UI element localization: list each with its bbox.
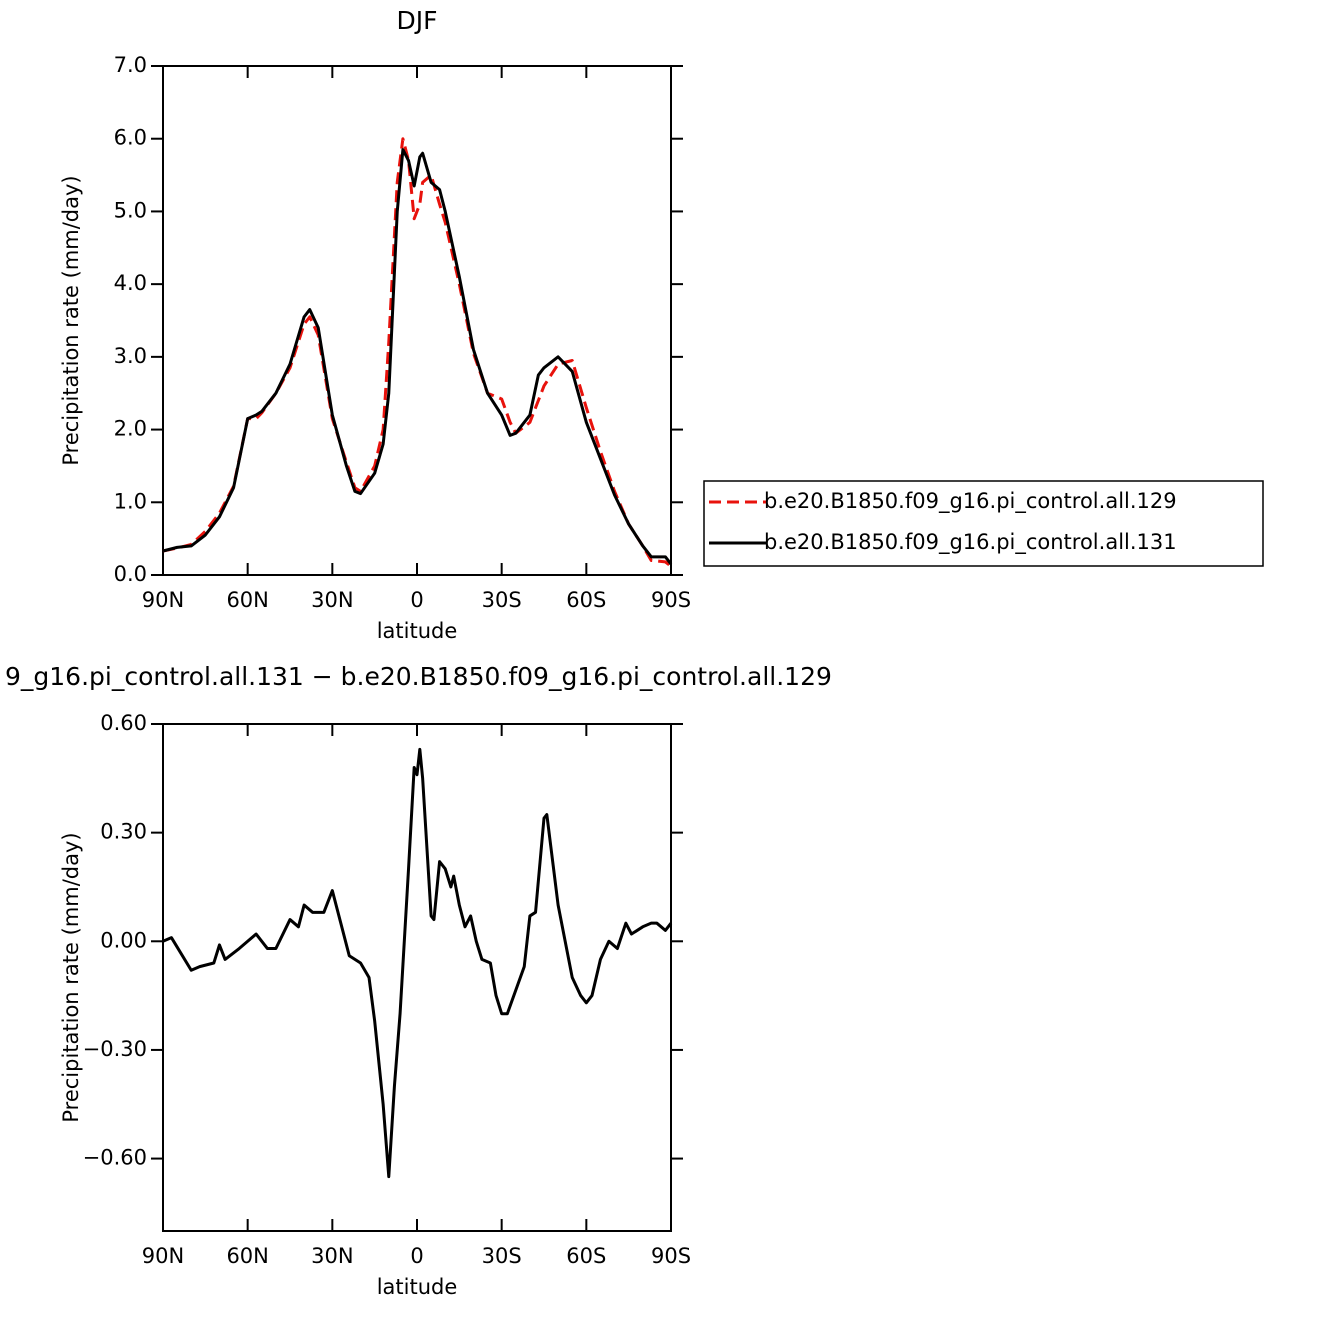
x-tick-label: 60S — [566, 588, 606, 612]
y-axis-label: Precipitation rate (mm/day) — [59, 832, 83, 1122]
x-axis-label: latitude — [377, 619, 458, 643]
y-tick-label: 3.0 — [114, 344, 147, 368]
x-tick-label: 30S — [482, 588, 522, 612]
y-tick-label: 0.30 — [100, 820, 147, 844]
x-tick-label: 60S — [566, 1244, 606, 1268]
data-line — [162, 137, 672, 568]
x-tick-label: 0 — [410, 588, 423, 612]
x-tick-label: 30N — [311, 1244, 353, 1268]
y-tick-label: 0.00 — [100, 928, 147, 952]
legend-label: b.e20.B1850.f09_g16.pi_control.all.129 — [764, 489, 1177, 514]
y-tick-label: 2.0 — [114, 417, 147, 441]
x-tick-label: 90N — [142, 1244, 184, 1268]
x-tick-label: 30S — [482, 1244, 522, 1268]
y-tick-label: 6.0 — [114, 126, 147, 150]
chart-title: 9_g16.pi_control.all.131 − b.e20.B1850.f… — [5, 662, 832, 691]
y-tick-label: 7.0 — [114, 53, 147, 77]
x-tick-label: 90S — [651, 588, 691, 612]
x-tick-label: 30N — [311, 588, 353, 612]
y-tick-label: 1.0 — [114, 489, 147, 513]
legend-label: b.e20.B1850.f09_g16.pi_control.all.131 — [764, 530, 1177, 555]
y-tick-label: −0.60 — [83, 1146, 147, 1170]
data-line — [162, 148, 673, 566]
x-tick-label: 60N — [226, 1244, 268, 1268]
chart-title: DJF — [396, 6, 437, 35]
y-tick-label: 0.60 — [100, 711, 147, 735]
data-line — [162, 747, 673, 1179]
x-axis-label: latitude — [377, 1275, 458, 1299]
y-axis-label: Precipitation rate (mm/day) — [59, 175, 83, 465]
y-tick-label: 0.0 — [114, 562, 147, 586]
plot-frame — [162, 65, 672, 576]
y-tick-label: 4.0 — [114, 271, 147, 295]
x-tick-label: 60N — [226, 588, 268, 612]
legend-box — [703, 480, 1264, 567]
x-tick-label: 90N — [142, 588, 184, 612]
y-tick-label: 5.0 — [114, 198, 147, 222]
y-tick-label: −0.30 — [83, 1037, 147, 1061]
x-tick-label: 90S — [651, 1244, 691, 1268]
x-tick-label: 0 — [410, 1244, 423, 1268]
